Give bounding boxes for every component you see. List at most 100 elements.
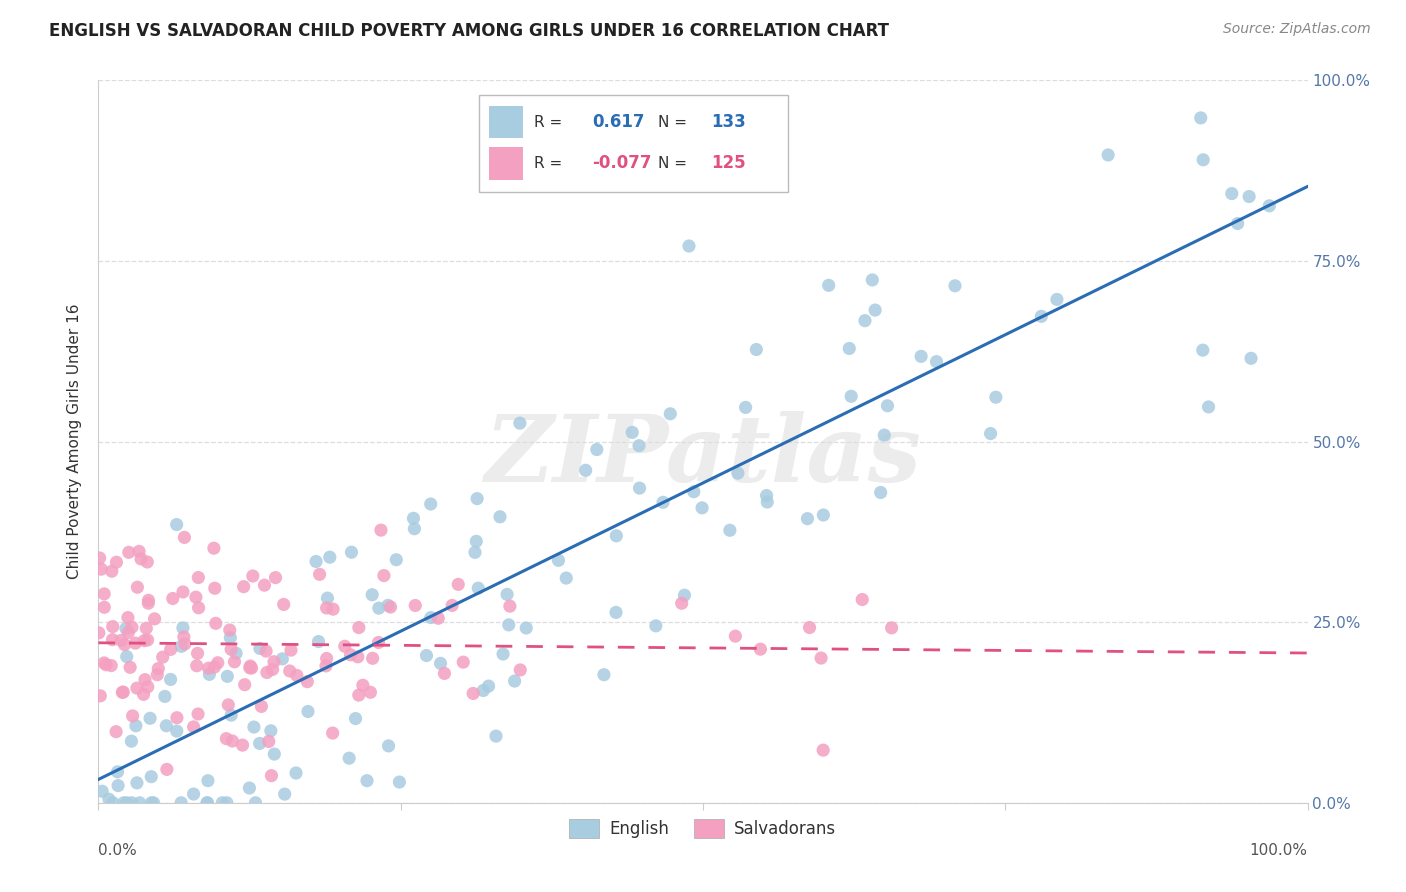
Point: [575, 463, 598, 477]
Point: [204, 581, 226, 595]
Point: [215, 796, 238, 810]
Point: [319, 550, 342, 565]
Point: [585, 442, 607, 457]
Point: [605, 529, 627, 543]
Point: [125, 681, 148, 695]
Point: [492, 647, 515, 661]
Point: [593, 667, 616, 681]
Point: [404, 599, 426, 613]
Point: [489, 509, 512, 524]
Point: [110, 633, 132, 648]
Point: [159, 673, 181, 687]
Point: [184, 590, 207, 604]
Point: [100, 658, 122, 673]
Point: [111, 685, 134, 699]
Point: [925, 354, 948, 368]
Point: [340, 545, 363, 559]
Point: [308, 634, 330, 648]
Point: [838, 342, 860, 356]
Point: [93, 587, 115, 601]
Point: [121, 796, 143, 810]
Point: [138, 593, 160, 607]
Point: [240, 661, 263, 675]
Point: [118, 545, 141, 559]
Point: [853, 313, 876, 327]
Point: [361, 588, 384, 602]
Point: [173, 530, 195, 544]
Point: [297, 705, 319, 719]
Point: [756, 495, 779, 509]
Point: [152, 650, 174, 665]
Point: [195, 796, 218, 810]
Point: [498, 618, 520, 632]
Point: [120, 734, 142, 748]
Point: [509, 416, 531, 430]
Point: [89, 689, 111, 703]
Point: [187, 646, 209, 660]
Point: [285, 668, 308, 682]
Point: [1191, 343, 1213, 358]
Point: [1220, 186, 1243, 201]
Point: [127, 580, 149, 594]
Point: [628, 481, 651, 495]
Point: [344, 712, 367, 726]
Point: [322, 726, 344, 740]
Point: [183, 720, 205, 734]
Point: [419, 610, 441, 624]
Point: [183, 787, 205, 801]
Point: [202, 541, 225, 556]
Point: [197, 773, 219, 788]
Point: [673, 588, 696, 602]
Point: [218, 623, 240, 637]
Text: 125: 125: [711, 154, 747, 172]
Point: [727, 466, 749, 480]
Point: [810, 651, 832, 665]
Point: [221, 734, 243, 748]
Point: [724, 629, 747, 643]
Point: [876, 399, 898, 413]
Point: [718, 523, 741, 537]
Point: [101, 796, 124, 810]
Point: [239, 659, 262, 673]
Point: [1237, 189, 1260, 203]
Text: Source: ZipAtlas.com: Source: ZipAtlas.com: [1223, 22, 1371, 37]
Point: [260, 723, 283, 738]
Point: [249, 736, 271, 750]
Legend: English, Salvadorans: English, Salvadorans: [562, 813, 844, 845]
Point: [107, 779, 129, 793]
Point: [153, 690, 176, 704]
Point: [285, 766, 308, 780]
Point: [156, 763, 179, 777]
Point: [136, 632, 159, 647]
Point: [851, 592, 873, 607]
Point: [671, 596, 693, 610]
Point: [129, 552, 152, 566]
Point: [464, 545, 486, 559]
Point: [659, 407, 682, 421]
Point: [690, 500, 713, 515]
Point: [143, 612, 166, 626]
Point: [172, 585, 194, 599]
Point: [678, 239, 700, 253]
Point: [910, 349, 932, 363]
Point: [166, 724, 188, 739]
Point: [146, 667, 169, 681]
Point: [120, 660, 142, 674]
Point: [280, 643, 302, 657]
Point: [112, 685, 135, 699]
Point: [943, 278, 966, 293]
Point: [346, 649, 368, 664]
Point: [105, 555, 128, 569]
Point: [547, 553, 569, 567]
Text: ENGLISH VS SALVADORAN CHILD POVERTY AMONG GIRLS UNDER 16 CORRELATION CHART: ENGLISH VS SALVADORAN CHILD POVERTY AMON…: [49, 22, 889, 40]
Point: [429, 657, 451, 671]
Point: [271, 652, 294, 666]
Point: [749, 642, 772, 657]
Point: [873, 428, 896, 442]
Point: [107, 764, 129, 779]
Point: [128, 544, 150, 558]
Text: R =: R =: [534, 156, 562, 171]
Point: [419, 497, 441, 511]
Point: [1046, 293, 1069, 307]
Point: [755, 489, 778, 503]
